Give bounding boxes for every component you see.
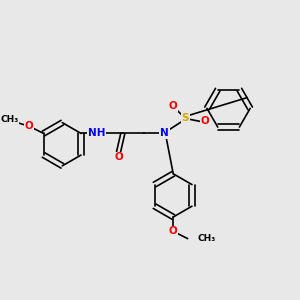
- Text: O: O: [25, 121, 34, 131]
- Text: O: O: [169, 226, 178, 236]
- Text: O: O: [114, 152, 123, 162]
- Text: O: O: [201, 116, 209, 126]
- Text: S: S: [182, 113, 189, 123]
- Text: N: N: [160, 128, 169, 138]
- Text: O: O: [169, 101, 178, 111]
- Text: NH: NH: [88, 128, 106, 138]
- Text: CH₃: CH₃: [198, 234, 216, 243]
- Text: CH₃: CH₃: [1, 116, 19, 124]
